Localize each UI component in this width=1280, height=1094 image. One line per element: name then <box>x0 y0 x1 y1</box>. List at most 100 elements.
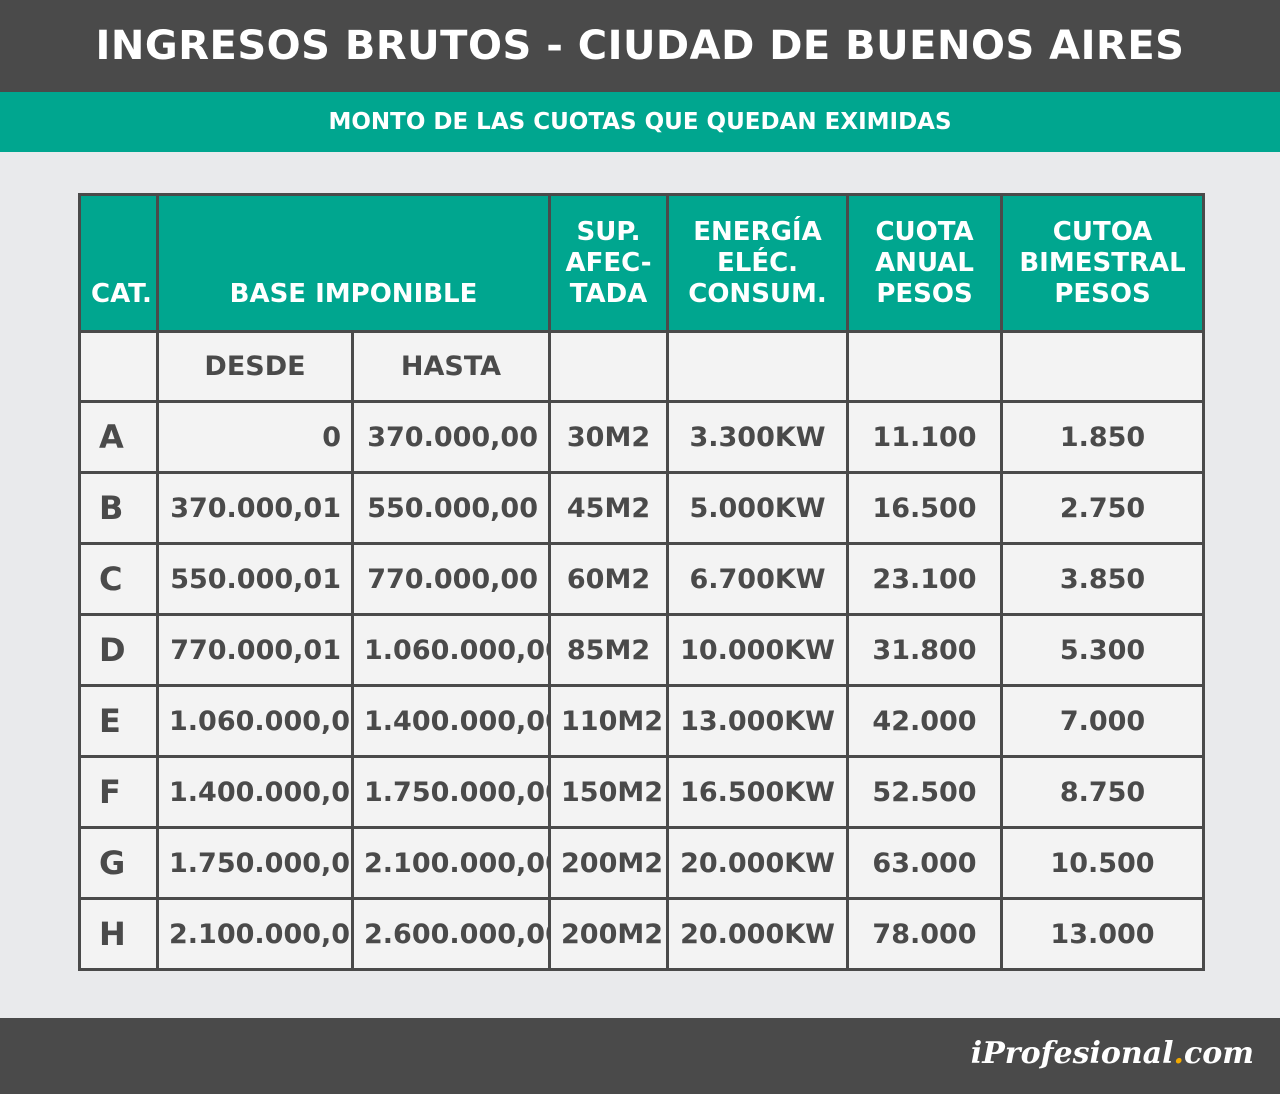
cell-hasta: 1.400.000,00 <box>350 684 552 758</box>
cell-cuota-anual: 63.000 <box>846 826 1004 900</box>
logo-main: Profesional <box>982 1036 1174 1071</box>
header-bimestral-line-1: CUTOA <box>1052 216 1153 247</box>
table-body: A 0 370.000,00 30M2 3.300KW 11.100 1.850 B 370.0… <box>78 400 1206 971</box>
cell-sup-afectada: 60M2 <box>548 542 670 616</box>
cell-desde: 0 <box>156 400 354 474</box>
cell-cat: F <box>78 755 159 829</box>
cell-sup-afectada: 45M2 <box>548 471 670 545</box>
header-bimestral-line-2: BIMESTRAL <box>1019 247 1186 278</box>
cell-desde: 1.400.000,01 <box>156 755 354 829</box>
cell-sup-afectada: 30M2 <box>548 400 670 474</box>
cell-hasta: 770.000,00 <box>350 542 552 616</box>
header-anual-line-2: ANUAL <box>875 247 974 278</box>
cell-energia: 20.000KW <box>666 897 850 971</box>
logo-suffix: com <box>1183 1036 1254 1071</box>
cell-hasta: 2.100.000,00 <box>350 826 552 900</box>
subheader-empty-bimestral <box>1000 330 1206 403</box>
cell-cuota-bimestral: 8.750 <box>1000 755 1206 829</box>
cell-desde: 1.750.000,01 <box>156 826 354 900</box>
cell-cuota-bimestral: 1.850 <box>1000 400 1206 474</box>
table-row: A 0 370.000,00 30M2 3.300KW 11.100 1.850 <box>78 400 1206 474</box>
header-energia-line-2: ELÉC. <box>716 247 799 278</box>
subheader-hasta: HASTA <box>350 330 552 403</box>
cell-hasta: 1.060.000,00 <box>350 613 552 687</box>
cell-hasta: 2.600.000,00 <box>350 897 552 971</box>
table-row: F 1.400.000,01 1.750.000,00 150M2 16.500KW 52… <box>78 755 1206 829</box>
table-row: C 550.000,01 770.000,00 60M2 6.700KW 23.100 3.… <box>78 542 1206 616</box>
cell-cuota-bimestral: 13.000 <box>1000 897 1206 971</box>
page-subtitle: MONTO DE LAS CUOTAS QUE QUEDAN EXIMIDAS <box>0 92 1280 152</box>
cell-cuota-anual: 16.500 <box>846 471 1004 545</box>
cell-sup-afectada: 110M2 <box>548 684 670 758</box>
cell-energia: 3.300KW <box>666 400 850 474</box>
header-sup-afectada: SUP. AFEC- TADA <box>548 193 670 333</box>
header-sup-line-1: SUP. <box>576 216 641 247</box>
cell-energia: 6.700KW <box>666 542 850 616</box>
cell-cat: H <box>78 897 159 971</box>
header-cat: CAT. <box>78 193 159 333</box>
cell-cat: A <box>78 400 159 474</box>
cell-sup-afectada: 200M2 <box>548 826 670 900</box>
cell-cuota-bimestral: 3.850 <box>1000 542 1206 616</box>
header-bimestral-line-3: PESOS <box>1054 278 1151 309</box>
exemption-table: CAT. BASE IMPONIBLE SUP. AFEC- TADA ENER… <box>78 193 1206 971</box>
cell-sup-afectada: 85M2 <box>548 613 670 687</box>
header-sup-line-2: AFEC- <box>565 247 652 278</box>
header-sup-line-3: TADA <box>569 278 648 309</box>
cell-cat: B <box>78 471 159 545</box>
subheader-empty-cat <box>78 330 159 403</box>
cell-cuota-anual: 52.500 <box>846 755 1004 829</box>
cell-energia: 10.000KW <box>666 613 850 687</box>
cell-cuota-anual: 31.800 <box>846 613 1004 687</box>
cell-cat: G <box>78 826 159 900</box>
header-energia-line-1: ENERGÍA <box>693 216 822 247</box>
cell-desde: 1.060.000,01 <box>156 684 354 758</box>
cell-desde: 550.000,01 <box>156 542 354 616</box>
table-subheader-row: DESDE HASTA <box>78 330 1206 403</box>
cell-cuota-bimestral: 2.750 <box>1000 471 1206 545</box>
cell-cuota-anual: 23.100 <box>846 542 1004 616</box>
header-cuota-anual: CUOTA ANUAL PESOS <box>846 193 1004 333</box>
table-header-row: CAT. BASE IMPONIBLE SUP. AFEC- TADA ENER… <box>78 193 1206 333</box>
cell-desde: 370.000,01 <box>156 471 354 545</box>
cell-cat: C <box>78 542 159 616</box>
cell-hasta: 550.000,00 <box>350 471 552 545</box>
cell-cuota-anual: 11.100 <box>846 400 1004 474</box>
cell-cat: D <box>78 613 159 687</box>
table-row: B 370.000,01 550.000,00 45M2 5.000KW 16.500 2.… <box>78 471 1206 545</box>
cell-hasta: 1.750.000,00 <box>350 755 552 829</box>
table-row: D 770.000,01 1.060.000,00 85M2 10.000KW 31.80… <box>78 613 1206 687</box>
cell-desde: 770.000,01 <box>156 613 354 687</box>
table-row: G 1.750.000,01 2.100.000,00 200M2 20.000KW 63… <box>78 826 1206 900</box>
cell-cuota-bimestral: 10.500 <box>1000 826 1206 900</box>
cell-hasta: 370.000,00 <box>350 400 552 474</box>
cell-sup-afectada: 200M2 <box>548 897 670 971</box>
header-anual-line-3: PESOS <box>876 278 973 309</box>
cell-cuota-anual: 78.000 <box>846 897 1004 971</box>
cell-energia: 13.000KW <box>666 684 850 758</box>
subheader-empty-energia <box>666 330 850 403</box>
cell-desde: 2.100.000,01 <box>156 897 354 971</box>
table-row: H 2.100.000,01 2.600.000,00 200M2 20.000KW 78… <box>78 897 1206 971</box>
logo-dot: . <box>1173 1036 1184 1071</box>
header-energia-line-3: CONSUM. <box>688 278 827 309</box>
page-title: INGRESOS BRUTOS - CIUDAD DE BUENOS AIRES <box>0 0 1280 92</box>
header-energia: ENERGÍA ELÉC. CONSUM. <box>666 193 850 333</box>
subheader-empty-sup <box>548 330 670 403</box>
cell-energia: 20.000KW <box>666 826 850 900</box>
subheader-desde: DESDE <box>156 330 354 403</box>
footer-bar: iProfesional.com <box>0 1018 1280 1094</box>
logo-prefix: i <box>970 1036 983 1071</box>
cell-cuota-bimestral: 7.000 <box>1000 684 1206 758</box>
cell-cat: E <box>78 684 159 758</box>
cell-energia: 16.500KW <box>666 755 850 829</box>
header-anual-line-1: CUOTA <box>875 216 974 247</box>
table-row: E 1.060.000,01 1.400.000,00 110M2 13.000KW 42… <box>78 684 1206 758</box>
cell-sup-afectada: 150M2 <box>548 755 670 829</box>
subheader-empty-anual <box>846 330 1004 403</box>
header-cuota-bimestral: CUTOA BIMESTRAL PESOS <box>1000 193 1206 333</box>
cell-cuota-anual: 42.000 <box>846 684 1004 758</box>
cell-energia: 5.000KW <box>666 471 850 545</box>
iprofesional-logo: iProfesional.com <box>971 1036 1254 1071</box>
cell-cuota-bimestral: 5.300 <box>1000 613 1206 687</box>
